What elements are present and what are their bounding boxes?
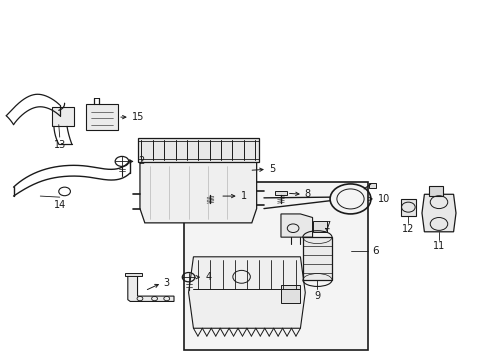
Text: 6: 6 — [371, 247, 378, 256]
Text: 10: 10 — [377, 194, 389, 204]
Bar — [281, 285, 300, 303]
Text: 7: 7 — [324, 221, 330, 231]
Text: 13: 13 — [54, 140, 66, 150]
Bar — [183, 182, 368, 350]
Text: 5: 5 — [268, 164, 274, 174]
Text: 2: 2 — [138, 157, 144, 166]
Polygon shape — [188, 257, 305, 328]
Text: 12: 12 — [401, 224, 414, 234]
Polygon shape — [140, 162, 256, 223]
Bar — [368, 183, 375, 188]
Polygon shape — [127, 275, 174, 301]
Text: 4: 4 — [205, 272, 211, 282]
Text: 15: 15 — [131, 112, 144, 122]
Bar — [52, 107, 74, 126]
Bar — [137, 138, 259, 162]
Polygon shape — [86, 104, 118, 130]
Text: 11: 11 — [432, 241, 444, 251]
Text: 14: 14 — [54, 200, 66, 210]
Bar — [400, 199, 415, 216]
Text: 3: 3 — [163, 278, 169, 288]
Text: 1: 1 — [240, 191, 246, 201]
Bar — [428, 186, 442, 196]
Bar — [312, 221, 326, 232]
Polygon shape — [281, 214, 312, 237]
Bar — [125, 273, 142, 276]
Polygon shape — [421, 194, 455, 232]
Bar — [302, 237, 331, 280]
Text: 8: 8 — [304, 189, 310, 199]
Text: 9: 9 — [314, 291, 320, 301]
Polygon shape — [205, 191, 215, 195]
Polygon shape — [275, 191, 286, 195]
